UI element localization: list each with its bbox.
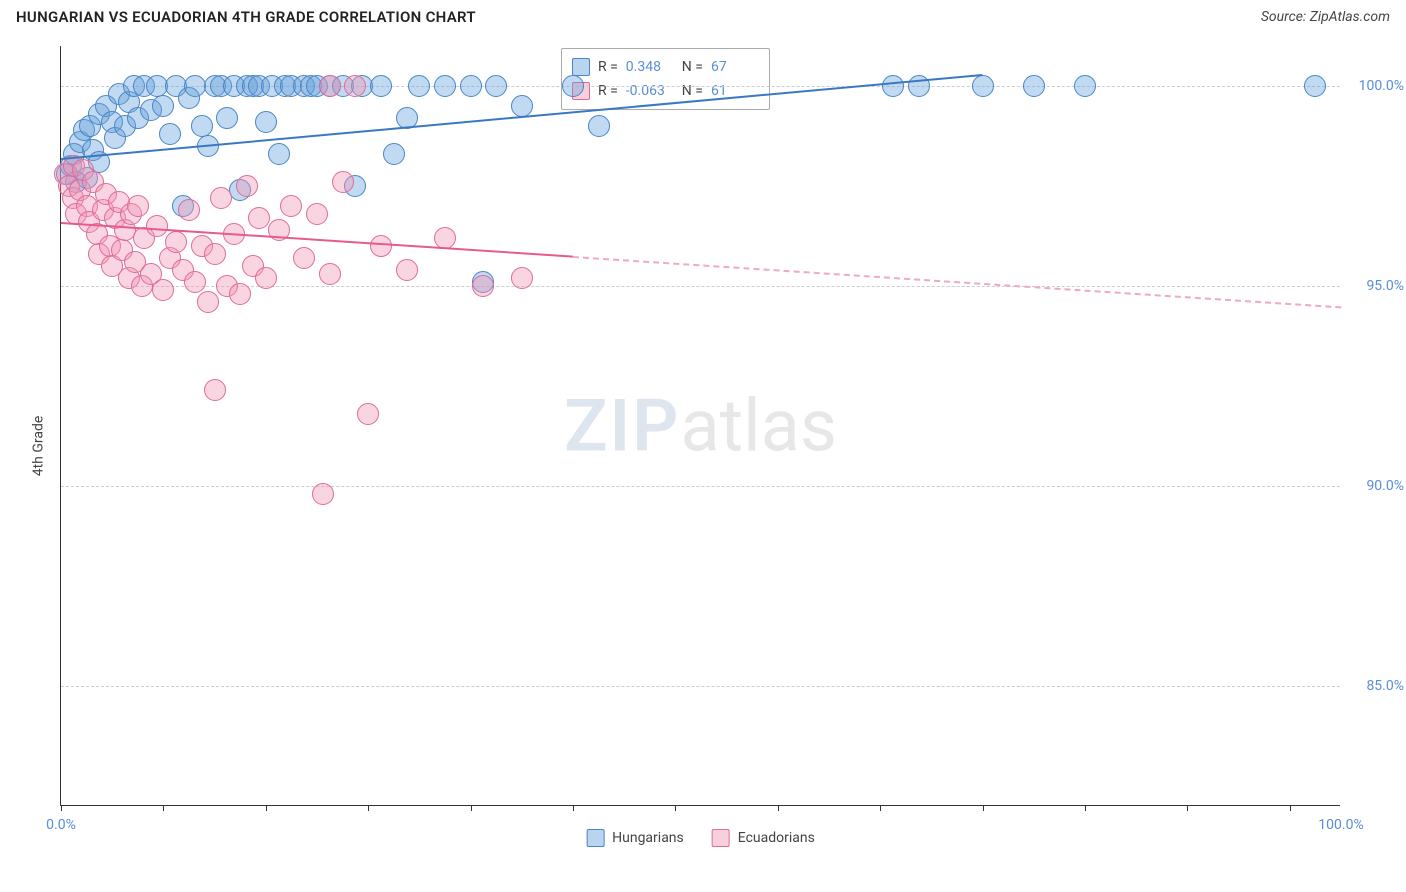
data-point [165,231,187,253]
data-point [511,95,533,117]
data-point [332,171,354,193]
data-point [293,247,315,269]
series-legend: Hungarians Ecuadorians [586,829,815,847]
data-point [370,235,392,257]
data-point [1023,75,1045,97]
x-tick-label-right: 100.0% [1318,817,1363,833]
gridline-h [61,286,1340,287]
data-point [184,271,206,293]
data-point [882,75,904,97]
data-point [370,75,392,97]
swatch-blue [572,58,590,76]
data-point [434,227,456,249]
stats-legend: R = 0.348 N = 67 R = -0.063 N = 61 [561,48,770,110]
data-point [562,75,584,97]
data-point [1074,75,1096,97]
legend-label-ecuadorians: Ecuadorians [738,830,815,846]
data-point [197,291,219,313]
stats-row-ecuadorians: R = -0.063 N = 61 [572,79,759,103]
watermark-atlas: atlas [680,383,837,468]
y-tick-label: 100.0% [1348,78,1404,94]
data-point [229,283,251,305]
swatch-pink [712,829,730,847]
data-point [472,275,494,297]
x-tick-mark [983,805,984,811]
data-point [588,115,610,137]
data-point [485,75,507,97]
data-point [319,75,341,97]
legend-item-hungarians: Hungarians [586,829,684,847]
chart-area: ZIPatlas R = 0.348 N = 67 R = -0.063 N =… [50,46,1386,806]
legend-item-ecuadorians: Ecuadorians [712,829,815,847]
data-point [268,143,290,165]
data-point [434,75,456,97]
x-tick-mark [163,805,164,811]
data-point [460,75,482,97]
data-point [152,95,174,117]
x-tick-mark [880,805,881,811]
data-point [210,187,232,209]
data-point [204,243,226,265]
data-point [319,263,341,285]
y-axis-label: 4th Grade [30,416,46,477]
n-label: N = [682,59,703,75]
x-tick-mark [471,805,472,811]
data-point [216,107,238,129]
data-point [357,403,379,425]
x-tick-mark [778,805,779,811]
x-tick-mark [675,805,676,811]
watermark: ZIPatlas [564,383,837,468]
data-point [306,203,328,225]
legend-label-hungarians: Hungarians [612,830,684,846]
x-tick-mark [573,805,574,811]
data-point [248,207,270,229]
x-tick-mark [266,805,267,811]
data-point [1304,75,1326,97]
x-tick-mark [61,805,62,811]
data-point [127,195,149,217]
data-point [408,75,430,97]
n-value-hungarians: 67 [711,59,759,75]
y-tick-label: 85.0% [1348,678,1404,694]
data-point [972,75,994,97]
source-attribution: Source: ZipAtlas.com [1261,9,1390,25]
x-tick-mark [1085,805,1086,811]
y-tick-label: 90.0% [1348,478,1404,494]
data-point [280,195,302,217]
data-point [152,279,174,301]
data-point [204,379,226,401]
x-tick-mark [1187,805,1188,811]
watermark-zip: ZIP [564,383,680,468]
swatch-blue [586,829,604,847]
y-tick-label: 95.0% [1348,278,1404,294]
gridline-h [61,486,1340,487]
data-point [146,215,168,237]
r-label: R = [598,59,618,75]
data-point [383,143,405,165]
data-point [344,75,366,97]
data-point [255,111,277,133]
data-point [511,267,533,289]
data-point [236,175,258,197]
x-tick-label-left: 0.0% [46,817,76,833]
data-point [255,267,277,289]
data-point [312,483,334,505]
chart-title: HUNGARIAN VS ECUADORIAN 4TH GRADE CORREL… [16,8,476,26]
r-value-hungarians: 0.348 [626,59,674,75]
data-point [191,115,213,137]
data-point [396,259,418,281]
data-point [178,199,200,221]
trend-line [573,256,1341,308]
stats-row-hungarians: R = 0.348 N = 67 [572,55,759,79]
x-tick-mark [1290,805,1291,811]
gridline-h [61,686,1340,687]
x-tick-mark [368,805,369,811]
plot-region: ZIPatlas R = 0.348 N = 67 R = -0.063 N =… [60,46,1340,806]
data-point [159,123,181,145]
